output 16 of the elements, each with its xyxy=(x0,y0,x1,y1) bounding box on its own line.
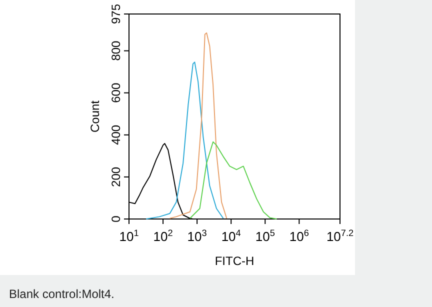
x-tick-label: 10$^{2}$ xyxy=(153,228,173,244)
y-tick-label: 975 xyxy=(109,4,123,24)
y-tick-label: 600 xyxy=(109,82,123,103)
y-tick-label: 400 xyxy=(109,124,123,145)
y-tick-label: 200 xyxy=(109,166,123,187)
x-tick-label: 10$^{3}$ xyxy=(187,228,207,244)
y-tick-label: 800 xyxy=(109,40,123,61)
x-tick-label: 10$^{5}$ xyxy=(255,228,275,244)
x-tick-label: 10$^{7.2}$ xyxy=(326,228,354,244)
y-tick-label: 0 xyxy=(109,215,123,222)
x-axis-title: FITC-H xyxy=(214,254,254,268)
x-tick-label: 10$^{4}$ xyxy=(221,228,241,244)
x-tick-label: 10$^{6}$ xyxy=(289,228,309,244)
y-axis-title: Count xyxy=(88,100,102,133)
x-tick-label: 10$^{1}$ xyxy=(119,228,139,244)
text: Blank control:Molt4. xyxy=(9,287,114,301)
